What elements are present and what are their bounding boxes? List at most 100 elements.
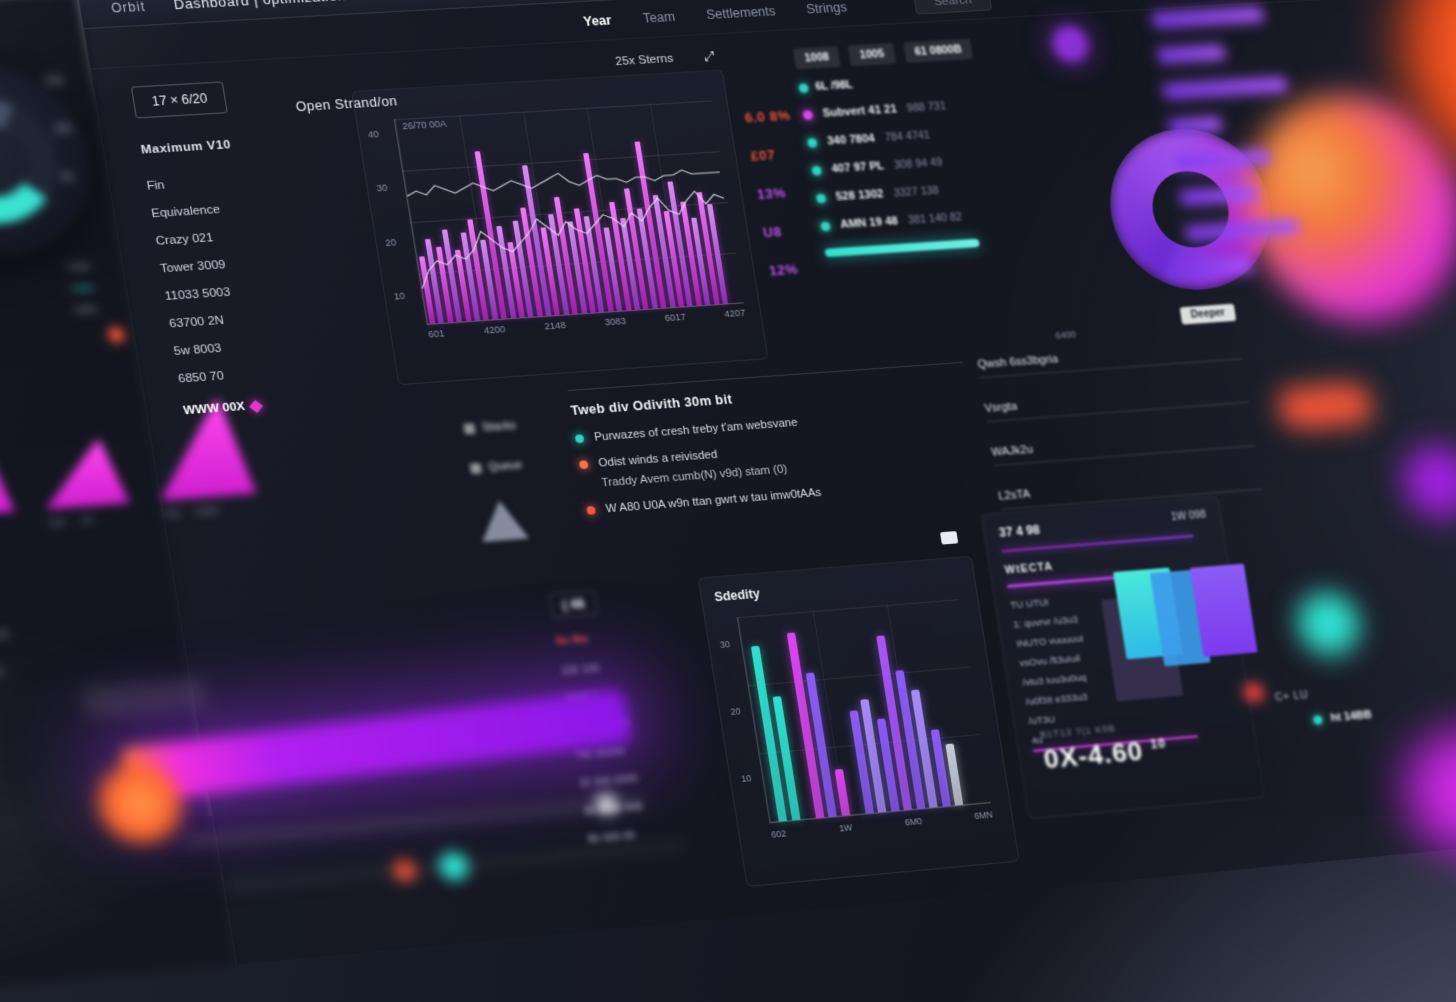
stat-badge[interactable]: 17 × 6/20 — [130, 81, 229, 119]
bar — [834, 768, 850, 816]
y-tick: 10 — [740, 772, 753, 785]
task-rows: Purwazes of cresh treby t'am websvane Od… — [574, 404, 982, 517]
sparkline: 200 28 — [35, 437, 133, 529]
form-panel: Deeper Qwsh 6ss3bgria Vsrgta WAJk2u L2sTA — [973, 303, 1265, 525]
rail-bar — [1168, 117, 1222, 134]
rail-bar — [1157, 45, 1225, 63]
rail-bar — [1185, 219, 1300, 241]
stat-item[interactable]: 11033 5003 — [163, 286, 232, 304]
status-dot-icon — [820, 220, 831, 231]
stat-items: Fin Equivalence Crazy 021 Tower 3009 11033 5… — [146, 168, 383, 386]
shortcut-icon — [469, 462, 483, 475]
table-row[interactable]: 407 97 PL 308 94 49 — [811, 147, 1089, 177]
nav-item-strings[interactable]: Strings — [805, 0, 848, 17]
stat-item[interactable]: Tower 3009 — [159, 258, 227, 276]
legend-item: 4080 — [72, 303, 99, 317]
bottom-chart-card: Sdedity 30 20 10 602 1W 6M0 6MN — [697, 531, 1020, 888]
nav-item-settlements[interactable]: Settlements — [705, 3, 777, 22]
sidebar-row: 230 6420 — [0, 665, 4, 683]
y-tick: 40 — [367, 128, 380, 140]
metric-value: U8 — [761, 223, 783, 241]
sidebar-row: 69 4200 24 — [0, 628, 10, 646]
sidebar-rows: 62 6200400 682069 4200 24230 6420 — [0, 556, 16, 683]
legend-item: 4280 — [69, 282, 95, 296]
brand: Orbit — [110, 0, 147, 16]
x-tick: 6MN — [973, 809, 994, 822]
table-row[interactable]: AMN 19 48 381 140 82 — [820, 202, 1098, 232]
y-tick: 30 — [375, 182, 389, 194]
shortcut-item[interactable]: Queue — [469, 456, 568, 476]
filter-pill[interactable]: 1005 — [847, 42, 896, 67]
rail-bar — [1163, 77, 1288, 99]
live-label: 6L /98L — [798, 66, 1077, 95]
export-icon[interactable] — [939, 531, 959, 545]
orange-pill-blob — [1275, 381, 1376, 431]
orange-handle[interactable] — [391, 858, 418, 883]
x-tick: 1W — [838, 822, 854, 834]
gauge-value: 96 — [60, 171, 75, 185]
stat-item[interactable]: 5w 8003 — [172, 342, 223, 359]
form-row[interactable]: WAJk2u — [990, 426, 1256, 467]
chart-plot: 26/70 00A — [393, 100, 744, 325]
y-tick: 10 — [393, 290, 406, 302]
metric-value: 12% — [767, 261, 799, 279]
rail-bar — [1174, 150, 1270, 170]
form-rows: Qwsh 6ss3bgria Vsrgta WAJk2u L2sTA — [976, 340, 1263, 510]
metric-value: 6.0 8% — [743, 107, 792, 126]
roster-panel: 1008 1005 61 0800B 6L /98L Subvert 41 21 9… — [792, 25, 1118, 358]
y-tick: 20 — [384, 236, 397, 248]
bottom-chart-plot — [736, 599, 991, 824]
x-tick: 4200 — [483, 323, 507, 336]
nav-item-team[interactable]: Team — [641, 8, 677, 26]
live-dot-icon — [798, 82, 810, 93]
x-tick: 6M0 — [904, 815, 923, 828]
deeper-button[interactable]: Deeper — [1179, 303, 1237, 325]
mini-badge[interactable]: ( 48 — [548, 590, 598, 619]
metric-value: £07 — [749, 146, 777, 164]
search-input[interactable]: Search — [912, 0, 993, 15]
page-title: Dashboard | optimization — [173, 0, 347, 12]
filter-pill[interactable]: 61 0800B — [902, 38, 974, 63]
detail-header: 37 4 98 — [997, 522, 1041, 540]
footer-value-sup: 10 — [1149, 736, 1168, 753]
footer-live-dot-icon — [1313, 714, 1324, 725]
slider-knob[interactable] — [594, 793, 619, 815]
x-tick: 3083 — [603, 315, 627, 328]
sparkline: 0928 — [0, 426, 18, 539]
roster-progress — [824, 238, 980, 258]
table-row[interactable]: 528 1302 3327 138 — [815, 175, 1093, 205]
filter-pill[interactable]: 1008 — [792, 46, 841, 70]
fg-pill — [81, 677, 208, 719]
sparkline-fin-icon — [35, 437, 130, 509]
stat-item[interactable]: 63700 2N — [168, 314, 225, 331]
slider-track-1[interactable] — [184, 793, 647, 846]
detail-corner: 1W 098 — [1170, 509, 1207, 524]
bar-gap — [805, 819, 811, 820]
form-row[interactable]: Qwsh 6ss3bgria — [976, 340, 1243, 379]
nav-item-year[interactable]: Year — [582, 12, 613, 29]
stat-item[interactable]: Fin — [145, 179, 166, 193]
shortcut-items: Stacks Queue — [463, 416, 567, 475]
live-text: 6L /98L — [814, 78, 854, 94]
x-tick: 601 — [427, 328, 446, 340]
table-row[interactable]: Subvert 41 21 988 731 — [802, 92, 1081, 121]
metric-value: 13% — [755, 184, 787, 203]
diamond-icon — [249, 399, 264, 413]
stat-item[interactable]: Crazy 021 — [154, 231, 215, 249]
stat-item[interactable]: 6850 70 — [177, 369, 225, 386]
y-tick: 30 — [719, 638, 731, 651]
detail-card: 37 4 98 1W 098 WtECTA TU UTUI 1: quvrvr /… — [980, 495, 1266, 820]
tasks-panel: Tweb div Odivith 30m bit Purwazes of cre… — [567, 361, 989, 557]
form-row[interactable]: Vsrgta — [983, 383, 1250, 423]
status-dot-icon — [806, 137, 818, 148]
roster-table: Subvert 41 21 988 731 340 7804 784 4741 … — [802, 92, 1098, 232]
stat-item[interactable]: Equivalence — [150, 203, 222, 221]
bottom-chart-bars — [748, 609, 985, 822]
slider-track-2[interactable] — [225, 842, 686, 890]
teal-handle[interactable] — [436, 850, 471, 882]
table-row[interactable]: 340 7804 784 4741 — [806, 120, 1085, 149]
treemap-chart — [1097, 561, 1271, 725]
bottom-chart-title: Sdedity — [713, 586, 761, 605]
